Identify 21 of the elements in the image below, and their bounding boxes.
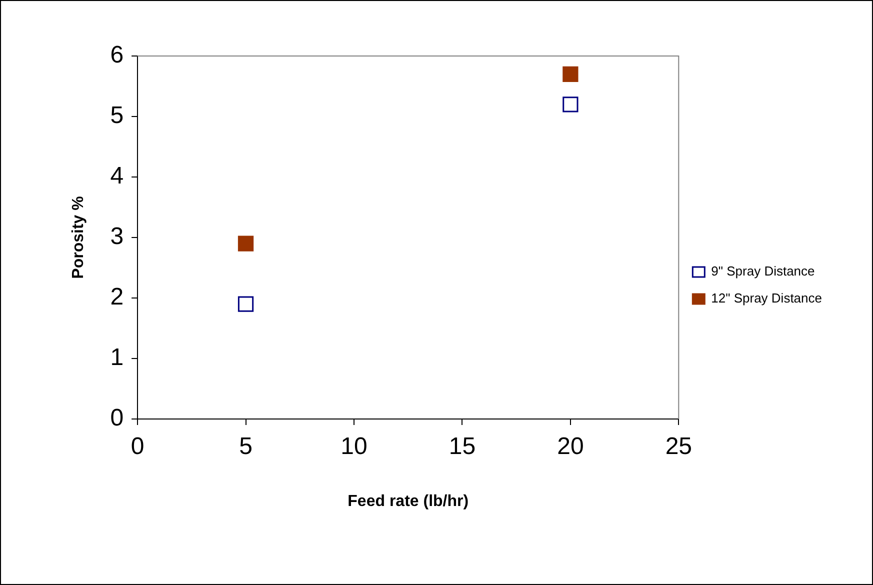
point	[238, 296, 254, 312]
y-tick-label: 3	[110, 223, 124, 250]
y-tick-label: 4	[110, 162, 124, 190]
x-tick-label: 20	[557, 433, 584, 460]
x-tick-label: 5	[239, 433, 252, 460]
y-tick-label: 5	[110, 102, 124, 130]
legend-label: 9" Spray Distance	[711, 264, 815, 279]
point	[562, 66, 578, 82]
x-axis-title: Feed rate (lb/hr)	[348, 492, 469, 510]
y-axis-title: Porosity %	[70, 196, 88, 279]
point	[562, 96, 578, 112]
y-tick-label: 6	[110, 42, 124, 69]
x-tick-label: 15	[448, 433, 476, 460]
y-tick-label: 2	[110, 284, 124, 311]
x-tick-label: 10	[340, 433, 368, 460]
legend-label: 12" Spray Distance	[711, 290, 822, 306]
point	[238, 236, 254, 252]
x-tick-label: 0	[130, 433, 144, 460]
y-tick-label: 1	[110, 344, 124, 372]
y-tick-label: 0	[110, 404, 124, 432]
x-tick-label: 25	[665, 433, 692, 460]
